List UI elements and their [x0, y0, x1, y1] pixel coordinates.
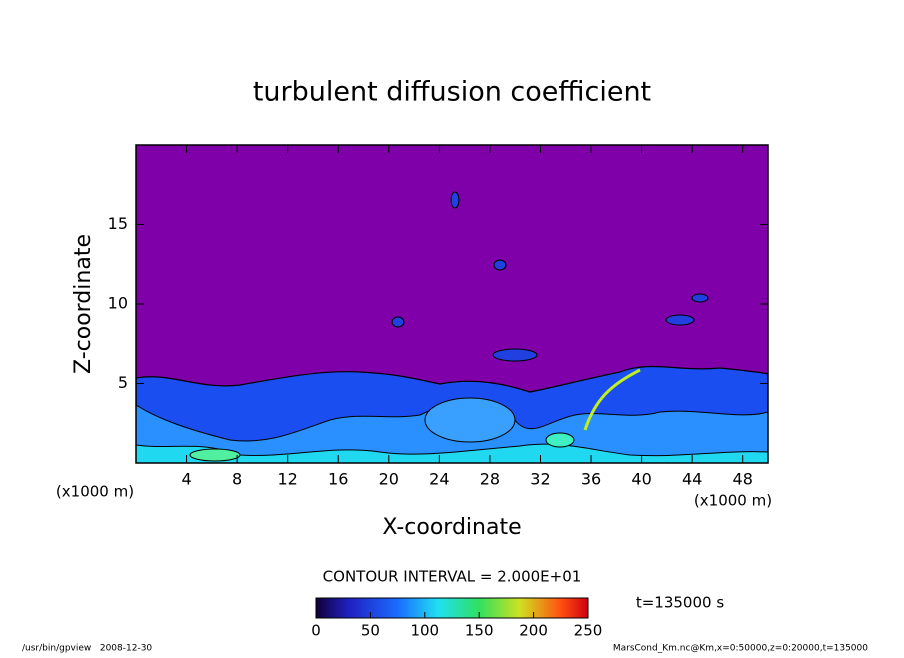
y-unit-label: (x1000 m): [56, 483, 134, 501]
x-tick-label: 28: [480, 470, 500, 489]
y-tick-label: 5: [118, 373, 128, 392]
time-label: t=135000 s: [636, 594, 724, 612]
x-tick-label: 24: [429, 470, 449, 489]
colorbar-tick-label: 0: [311, 622, 321, 640]
x-tick-label: 12: [278, 470, 298, 489]
colorbar-label: CONTOUR INTERVAL = 2.000E+01: [323, 568, 582, 586]
chart-title: turbulent diffusion coefficient: [253, 77, 651, 108]
x-tick-label: 16: [328, 470, 348, 489]
x-axis-label: X-coordinate: [382, 515, 521, 540]
footer-right: MarsCond_Km.nc@Km,x=0:50000,z=0:20000,t=…: [613, 644, 868, 654]
x-tick-label: 4: [181, 470, 191, 489]
x-unit-label: (x1000 m): [694, 492, 772, 510]
y-axis-label: Z-coordinate: [71, 234, 96, 374]
colorbar-tick-label: 150: [465, 622, 494, 640]
colorbar: [315, 597, 589, 619]
footer-left: /usr/bin/gpview 2008-12-30: [22, 644, 152, 654]
y-tick-label: 15: [108, 214, 128, 233]
y-tick-label: 10: [108, 294, 128, 313]
x-tick-label: 20: [379, 470, 399, 489]
colorbar-tick-label: 200: [519, 622, 548, 640]
x-tick-label: 32: [530, 470, 550, 489]
x-tick-label: 44: [682, 470, 702, 489]
x-tick-label: 36: [581, 470, 601, 489]
x-tick-label: 40: [631, 470, 651, 489]
colorbar-tick-label: 50: [361, 622, 380, 640]
x-tick-label: 48: [733, 470, 753, 489]
x-tick-label: 8: [232, 470, 242, 489]
colorbar-tick-label: 250: [574, 622, 603, 640]
field-shading: [136, 191, 768, 463]
colorbar-tick-label: 100: [410, 622, 439, 640]
